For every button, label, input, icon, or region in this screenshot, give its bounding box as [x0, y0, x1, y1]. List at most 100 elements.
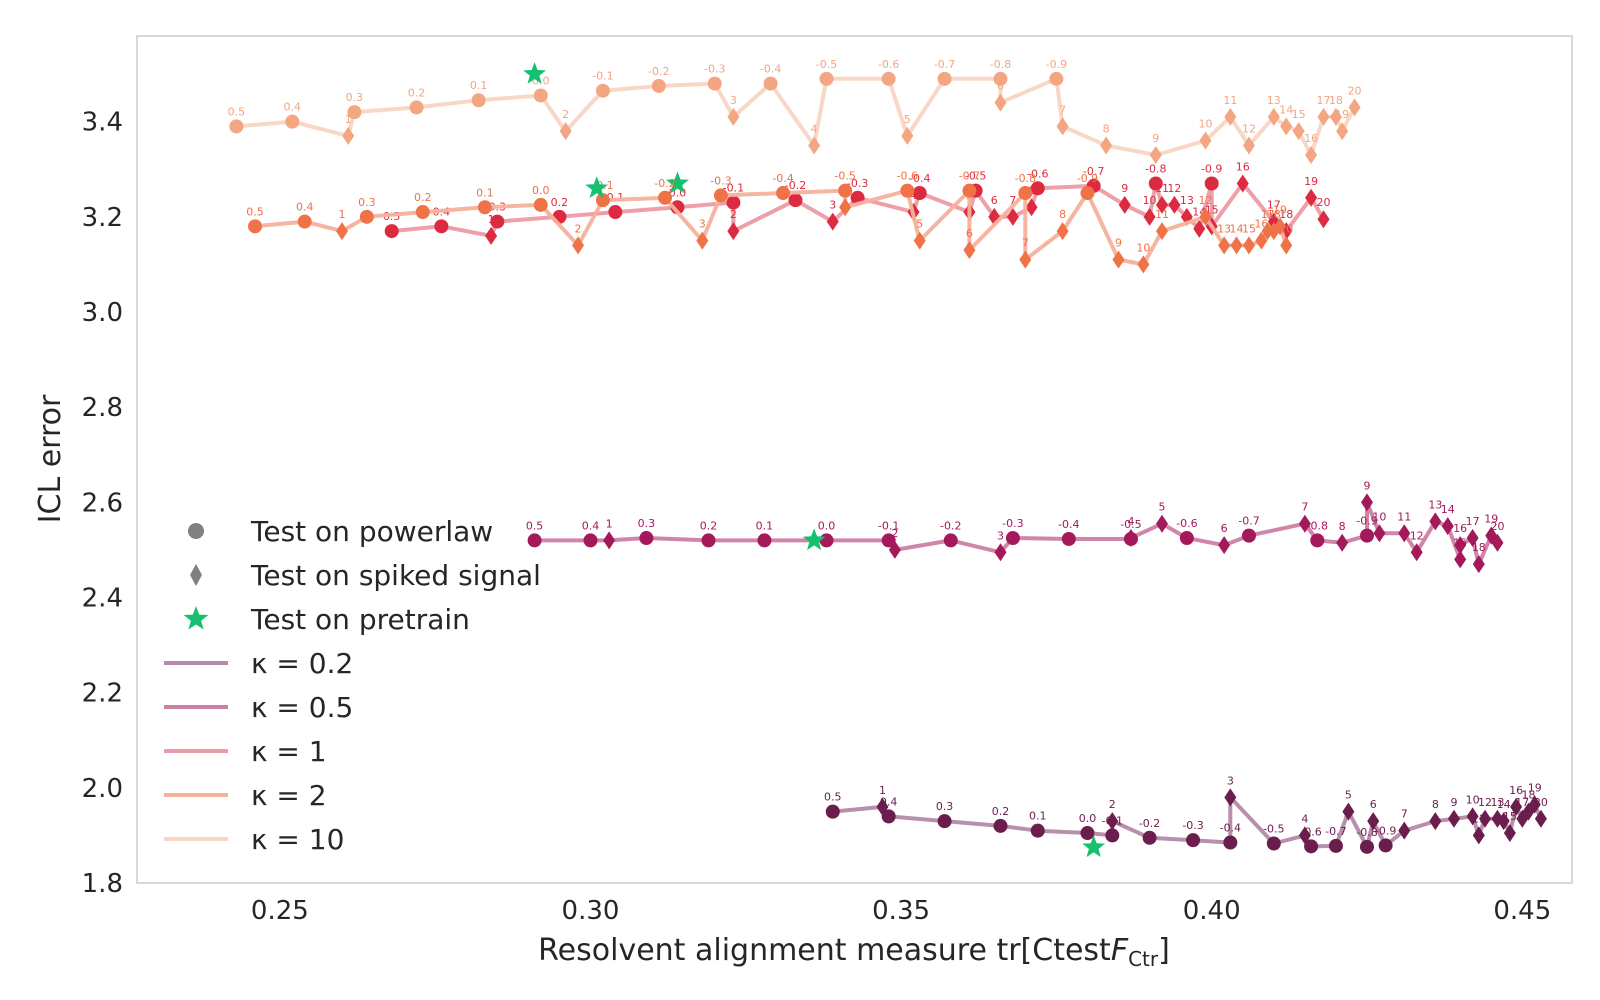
spiked-point — [727, 107, 740, 126]
spiked-point — [994, 93, 1007, 112]
spiked-point-label: 18 — [1279, 208, 1293, 221]
powerlaw-point-label: -0.4 — [1220, 822, 1241, 835]
spiked-point-label: 4 — [1301, 812, 1308, 825]
spiked-point-label: 10 — [1143, 194, 1157, 207]
y-axis-label: ICL error — [33, 394, 68, 523]
powerlaw-point-label: -0.8 — [1356, 826, 1377, 839]
spiked-point-label: 7 — [1009, 194, 1016, 207]
legend-series-label: κ = 10 — [251, 823, 344, 856]
spiked-point-label: 20 — [1534, 796, 1548, 809]
powerlaw-point-label: -0.7 — [1238, 515, 1259, 528]
x-tick-label: 0.45 — [1493, 896, 1551, 926]
powerlaw-point-label: -0.6 — [878, 58, 899, 71]
powerlaw-point-label: 0.3 — [346, 91, 364, 104]
y-axis-ticks: 1.8 2.0 2.2 2.4 2.6 2.8 3.0 3.2 3.4 — [82, 108, 123, 899]
spiked-point-label: 20 — [1279, 222, 1293, 235]
powerlaw-point-label: -0.9 — [1046, 58, 1067, 71]
powerlaw-point — [415, 205, 430, 220]
x-tick-label: 0.40 — [1183, 896, 1241, 926]
spiked-point-label: 5 — [1345, 789, 1352, 802]
powerlaw-point-label: -0.2 — [785, 179, 806, 192]
spiked-point-label: 19 — [1273, 203, 1287, 216]
spiked-point — [1317, 210, 1330, 229]
spiked-point-label: 6 — [991, 194, 998, 207]
powerlaw-point — [1018, 186, 1033, 201]
pretrain-point — [585, 176, 609, 198]
powerlaw-point-label: 0.4 — [284, 101, 302, 114]
spiked-point — [1361, 493, 1373, 512]
spiked-point-label: 9 — [1115, 237, 1122, 250]
spiked-point-label: 5 — [904, 113, 911, 126]
powerlaw-point — [409, 100, 424, 115]
powerlaw-point — [1310, 533, 1325, 548]
powerlaw-point-label: 0.1 — [756, 519, 774, 532]
legend-label: Test on pretrain — [250, 603, 470, 636]
spiked-point-label: 3 — [829, 199, 836, 212]
powerlaw-point-label: 0.4 — [582, 519, 600, 532]
powerlaw-point-label: -0.5 — [834, 170, 855, 183]
spiked-point-label: 6 — [966, 227, 973, 240]
powerlaw-point — [713, 188, 728, 203]
powerlaw-point — [881, 533, 896, 548]
spiked-point — [808, 136, 821, 155]
spiked-point — [1199, 207, 1212, 226]
spiked-point-label: 11 — [1223, 94, 1237, 107]
series-k2: 0.50.40.30.20.10.0-0.1-0.2-0.3-0.4-0.5-0… — [246, 170, 1293, 274]
powerlaw-point-label: -0.9 — [1077, 172, 1098, 185]
spiked-point — [1156, 195, 1168, 214]
spiked-point — [1106, 812, 1119, 831]
spiked-point — [994, 543, 1007, 562]
spiked-point — [1199, 131, 1212, 150]
spiked-point — [1280, 117, 1293, 136]
spiked-point-label: 20 — [1317, 196, 1331, 209]
spiked-point-label: 5 — [1159, 501, 1166, 514]
spiked-point — [1267, 107, 1280, 126]
spiked-point-label: 18 — [1522, 789, 1536, 802]
spiked-point — [1118, 195, 1131, 214]
spiked-point — [1503, 824, 1516, 843]
pretrain-point — [1082, 835, 1106, 857]
spiked-point-label: 9 — [1364, 479, 1371, 492]
spiked-point-label: 18 — [1472, 541, 1486, 554]
powerlaw-point — [1030, 823, 1045, 838]
x-axis-label: Resolvent alignment measure tr[CtestFCtr… — [538, 933, 1170, 971]
spiked-point — [913, 231, 926, 250]
spiked-point — [1410, 543, 1423, 562]
powerlaw-point — [384, 224, 399, 239]
powerlaw-point-label: -0.2 — [654, 177, 675, 190]
spiked-point-label: 14 — [1230, 222, 1244, 235]
powerlaw-point — [825, 804, 840, 819]
powerlaw-point — [881, 809, 896, 824]
spiked-point-label: 5 — [916, 218, 923, 231]
spiked-point-label: 9 — [1152, 132, 1159, 145]
spiked-point — [1255, 231, 1268, 250]
spiked-point — [1168, 195, 1181, 214]
spiked-point — [876, 797, 889, 816]
spiked-point — [1534, 809, 1547, 828]
spiked-point — [1472, 826, 1485, 845]
powerlaw-point-label: -0.5 — [965, 170, 986, 183]
powerlaw-point-label: -0.4 — [909, 172, 930, 185]
spiked-point — [1149, 145, 1162, 164]
legend-series-label: κ = 0.5 — [251, 691, 353, 724]
spiked-point — [1373, 524, 1386, 543]
powerlaw-point — [776, 186, 791, 201]
powerlaw-point — [757, 533, 772, 548]
powerlaw-point — [490, 214, 505, 229]
spiked-point — [1236, 174, 1249, 193]
spiked-point-label: 6 — [997, 80, 1004, 93]
powerlaw-point-label: -0.4 — [760, 63, 781, 76]
spiked-point — [826, 212, 839, 231]
powerlaw-point — [1266, 836, 1281, 851]
spiked-point-label: 13 — [1217, 222, 1231, 235]
powerlaw-point-label: -0.7 — [1325, 825, 1346, 838]
spiked-point-label: 10 — [1136, 241, 1150, 254]
spiked-point-label: 1 — [488, 213, 495, 226]
spiked-point — [1230, 236, 1243, 255]
spiked-point-label: 11 — [1155, 208, 1169, 221]
pretrain-point — [666, 171, 689, 194]
spiked-point-label: 15 — [1292, 108, 1306, 121]
powerlaw-point-label: -0.5 — [816, 58, 837, 71]
powerlaw-point — [993, 818, 1008, 833]
